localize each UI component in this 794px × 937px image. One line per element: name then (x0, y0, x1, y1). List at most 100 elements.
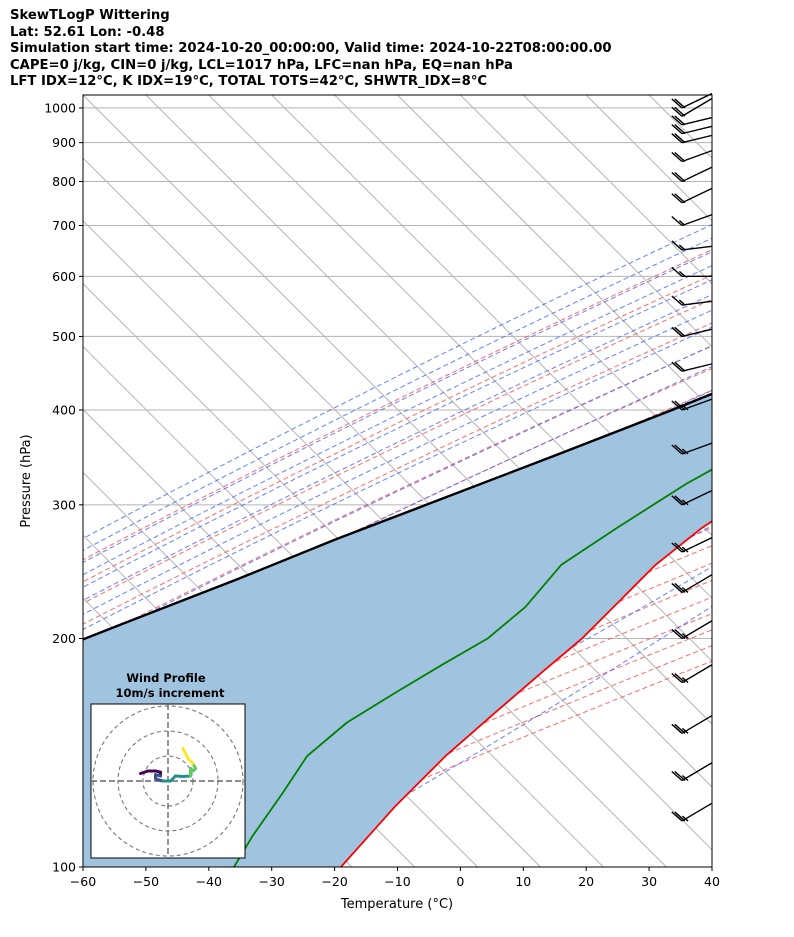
y-tick-label-400: 400 (52, 402, 76, 417)
y-tick-label-200: 200 (52, 631, 76, 646)
wind-barb-900 (671, 133, 713, 144)
barb-feather (674, 361, 686, 372)
wind-barb-925 (671, 124, 713, 135)
barb-feather (681, 404, 689, 411)
barb-feather (681, 586, 689, 593)
wind-barb-1000 (671, 92, 713, 109)
moist-adiabat--20 (83, 279, 712, 588)
x-tick-label--10: −10 (384, 874, 410, 889)
barb-feather (671, 106, 683, 117)
barb-feather (678, 244, 686, 251)
isotherm--70 (83, 157, 712, 788)
barb-feather (671, 444, 683, 455)
wind-barb-800 (671, 166, 713, 183)
moist-adiabat--5 (83, 326, 712, 631)
axes: −60 −50 −40 −30 −20 −10 0 10 20 30 40 1000 900 800 700… (44, 100, 720, 889)
y-tick-label-700: 700 (52, 218, 76, 233)
x-tick-label--60: −60 (70, 874, 96, 889)
barb-feather (671, 672, 683, 684)
barb-feather (674, 582, 686, 593)
barb-feather (671, 240, 683, 251)
barb-feather (674, 124, 686, 135)
barb-feather (671, 115, 683, 126)
barb-feather (674, 106, 686, 117)
barb-feather (674, 115, 686, 126)
wind-barb-350 (671, 442, 713, 455)
barb-feather (674, 495, 686, 506)
barb-staff (681, 213, 713, 227)
wind-barb-175 (671, 664, 713, 684)
inset-title: Wind Profile (126, 671, 206, 685)
barb-feather (674, 811, 686, 822)
barb-feather (671, 811, 683, 822)
barb-feather (671, 326, 683, 337)
wind-barb-130 (671, 762, 713, 782)
barb-staff (681, 620, 713, 640)
barb-feather (671, 400, 683, 411)
y-tick-label-100: 100 (52, 860, 76, 875)
wind-barb-450 (671, 361, 713, 372)
y-tick-label-1000: 1000 (44, 100, 76, 115)
barb-feather (681, 727, 689, 734)
barb-feather (671, 133, 683, 144)
isotherm--80 (83, 220, 712, 851)
barb-staff (681, 134, 713, 144)
chart-title: SkewTLogP Wittering (10, 8, 170, 23)
wind-barbs (671, 92, 713, 822)
barb-staff (681, 116, 713, 126)
wind-barb-260 (671, 537, 713, 553)
barb-feather (678, 270, 686, 277)
dry-adiabat--10 (83, 298, 712, 604)
barb-feather (671, 215, 683, 227)
profile-lines (83, 392, 712, 867)
barb-staff (681, 149, 713, 163)
barb-feather (671, 582, 683, 593)
wind-barb-600 (671, 266, 712, 278)
isotherm--10 (397, 95, 712, 411)
dry-adiabat-110 (83, 545, 712, 824)
barb-staff (681, 802, 713, 822)
barb-feather (671, 151, 683, 163)
inset-plot (91, 704, 245, 858)
barb-feather (681, 633, 689, 640)
temperature-line (340, 520, 712, 867)
barb-feather (678, 299, 686, 306)
inset-subtitle: 10m/s increment (116, 686, 225, 700)
isotherm-0 (460, 95, 712, 348)
wind-barb-750 (671, 187, 713, 204)
barb-feather (671, 295, 683, 306)
wind-barb-850 (671, 149, 713, 163)
wind-barb-975 (671, 97, 713, 117)
barb-feather (681, 775, 689, 782)
time-line: Simulation start time: 2024-10-20_00:00:… (10, 41, 612, 56)
barb-feather (681, 448, 689, 455)
barb-feather (671, 495, 683, 506)
barb-feather (674, 400, 686, 411)
x-axis-label: Temperature (°C) (340, 897, 453, 912)
barb-feather (674, 723, 686, 734)
barb-feather (678, 220, 686, 227)
barb-feather (674, 151, 686, 163)
y-tick-label-900: 900 (52, 135, 76, 150)
barb-feather (674, 326, 686, 337)
barb-staff (681, 537, 713, 553)
barb-staff (681, 762, 713, 782)
wind-barb-500 (671, 326, 713, 338)
wind-barb-300 (671, 489, 713, 506)
barb-feather (681, 677, 689, 684)
wind-barb-400 (671, 398, 713, 411)
barb-feather (681, 499, 689, 506)
barb-feather (671, 193, 683, 204)
barb-staff (681, 92, 713, 109)
wind-barb-230 (671, 574, 713, 594)
barb-feather (671, 361, 683, 372)
isotherm--100 (83, 345, 604, 867)
barb-feather (681, 546, 689, 553)
indices-line: LFT IDX=12°C, K IDX=19°C, TOTAL TOTS=42°… (10, 74, 488, 89)
barb-feather (674, 770, 686, 782)
x-tick-label--40: −40 (196, 874, 222, 889)
hodograph-segment (181, 747, 187, 755)
barb-feather (671, 770, 683, 782)
barb-feather (674, 628, 686, 640)
